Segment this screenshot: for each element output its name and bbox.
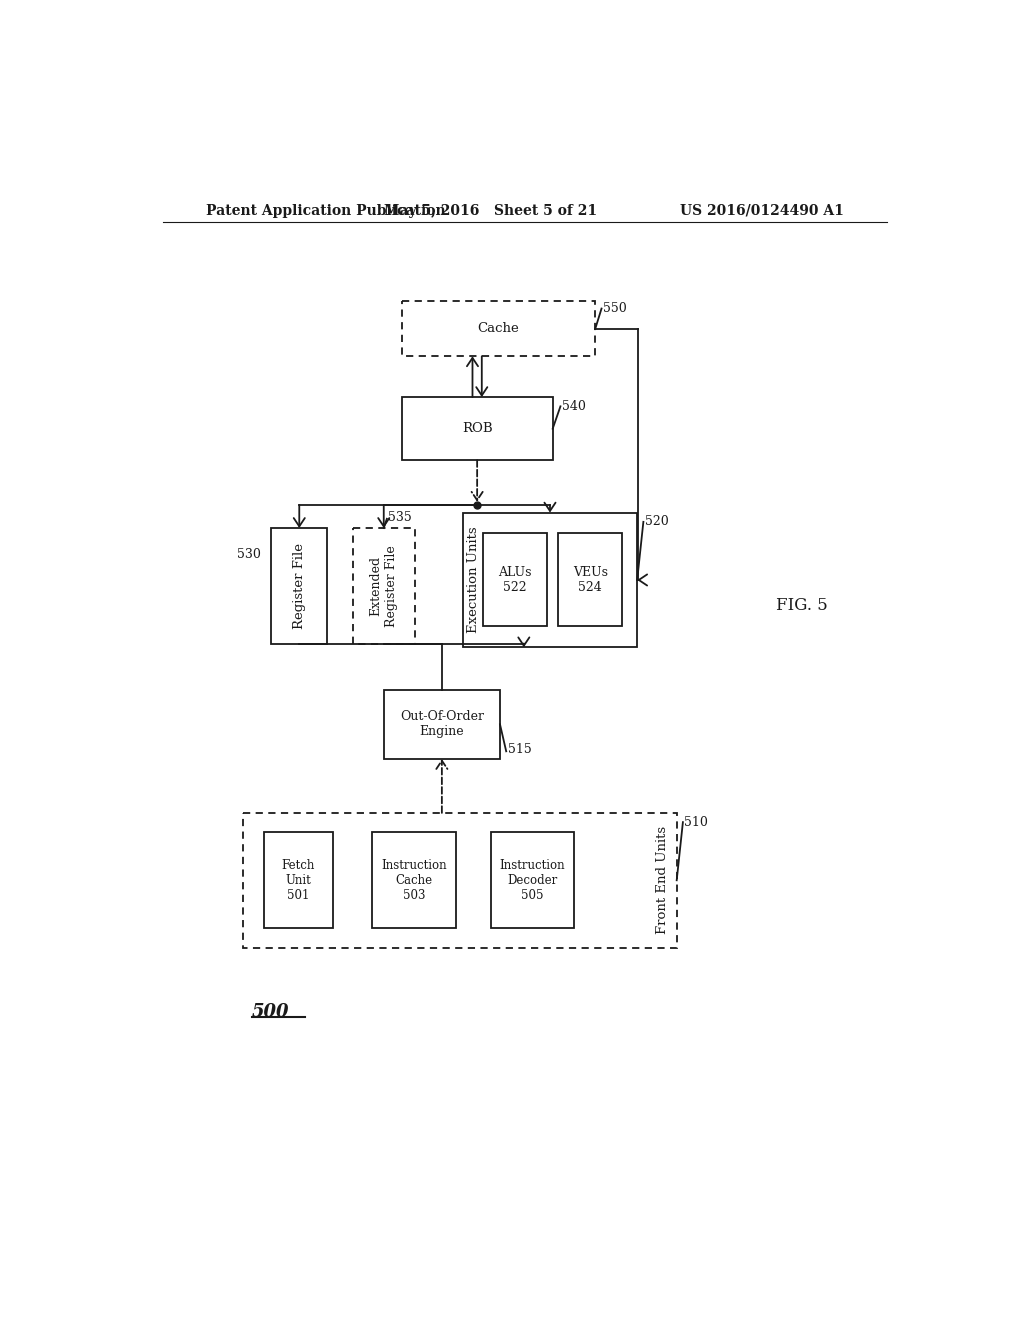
Bar	[490, 832, 574, 928]
Text: Front End Units: Front End Units	[656, 826, 670, 935]
Text: Cache: Cache	[477, 322, 519, 335]
FancyArrowPatch shape	[545, 503, 556, 511]
Text: May 5, 2016   Sheet 5 of 21: May 5, 2016 Sheet 5 of 21	[384, 203, 597, 218]
Bar	[263, 832, 334, 928]
Bar	[483, 533, 547, 626]
Bar	[401, 301, 595, 356]
Text: 530: 530	[237, 548, 260, 561]
Text: 515: 515	[508, 743, 531, 756]
Bar	[372, 832, 456, 928]
Text: FIG. 5: FIG. 5	[776, 597, 828, 614]
Text: 510: 510	[684, 816, 709, 829]
Text: Patent Application Publication: Patent Application Publication	[206, 203, 445, 218]
Text: 500: 500	[252, 1003, 290, 1020]
Text: Instruction
Cache
503: Instruction Cache 503	[381, 859, 446, 902]
FancyArrowPatch shape	[476, 356, 487, 396]
FancyArrowPatch shape	[294, 506, 305, 527]
FancyArrowPatch shape	[436, 760, 447, 813]
Bar	[558, 533, 623, 626]
Bar	[243, 813, 677, 948]
Text: Out-Of-Order
Engine: Out-Of-Order Engine	[400, 710, 484, 738]
Text: Register File: Register File	[293, 543, 306, 628]
Text: Instruction
Decoder
505: Instruction Decoder 505	[500, 859, 565, 902]
Text: Fetch
Unit
501: Fetch Unit 501	[282, 859, 315, 902]
Bar	[463, 512, 637, 647]
FancyArrowPatch shape	[467, 358, 478, 397]
FancyArrowPatch shape	[518, 638, 529, 645]
Text: ROB: ROB	[462, 422, 493, 436]
Text: 540: 540	[562, 400, 586, 413]
Text: VEUs
524: VEUs 524	[572, 565, 608, 594]
FancyArrowPatch shape	[378, 506, 389, 527]
Text: 550: 550	[603, 302, 627, 315]
Text: US 2016/0124490 A1: US 2016/0124490 A1	[680, 203, 844, 218]
FancyArrowPatch shape	[638, 574, 647, 586]
Text: 535: 535	[388, 511, 412, 524]
Bar	[401, 397, 553, 461]
Bar	[384, 689, 500, 759]
Bar	[352, 528, 415, 644]
Text: Execution Units: Execution Units	[467, 527, 480, 634]
FancyArrowPatch shape	[472, 461, 482, 500]
Text: 520: 520	[645, 515, 669, 528]
Text: Extended
Register File: Extended Register File	[370, 545, 397, 627]
Text: ALUs
522: ALUs 522	[499, 565, 531, 594]
Bar	[271, 528, 328, 644]
